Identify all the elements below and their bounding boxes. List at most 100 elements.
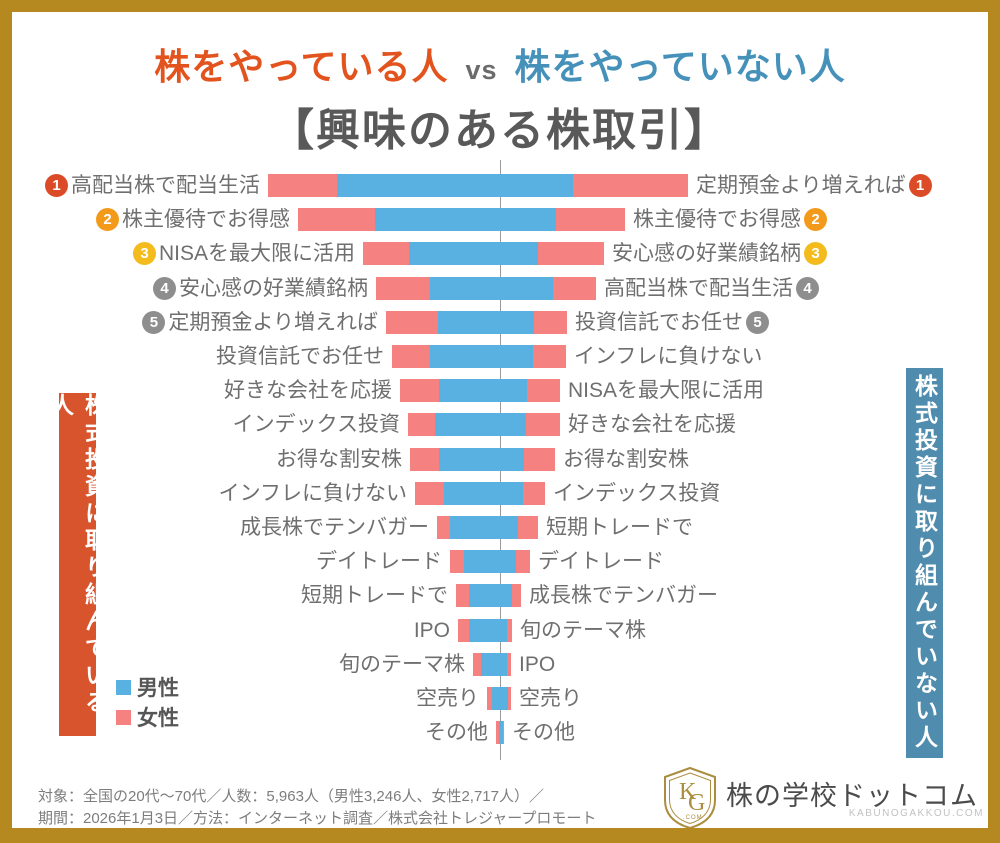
- row-label-investors: 旬のテーマ株: [339, 653, 465, 676]
- row-label-investors: インフレに負けない: [218, 482, 407, 505]
- row-label-non-investors: 高配当株で配当生活 4: [604, 277, 819, 300]
- bar-investors: [487, 687, 500, 710]
- segment-male: [500, 413, 526, 436]
- bar-investors: [376, 277, 500, 300]
- row-label-non-investors: インデックス投資: [553, 482, 721, 505]
- row-label-non-investors: デイトレード: [538, 550, 664, 573]
- segment-male: [500, 345, 533, 368]
- row-label-investors: 好きな会社を応援: [224, 379, 392, 402]
- row-label-non-investors: NISAを最大限に活用: [568, 379, 765, 402]
- legend: 男性 女性: [116, 672, 179, 732]
- legend-male-label: 男性: [137, 677, 179, 700]
- segment-male: [409, 242, 500, 265]
- segment-male: [469, 584, 500, 607]
- legend-item-male: 男性: [116, 672, 179, 702]
- survey-notes: 対象：全国の20代〜70代／人数：5,963人（男性3,246人、女性2,717…: [38, 786, 597, 828]
- legend-item-female: 女性: [116, 702, 179, 732]
- bar-non-investors: [500, 653, 511, 676]
- bar-non-investors: [500, 584, 521, 607]
- segment-female: [437, 516, 450, 539]
- row-label-non-investors: IPO: [519, 653, 556, 676]
- rank-badge-3: 3: [804, 242, 827, 265]
- segment-female: [507, 653, 511, 676]
- segment-female: [524, 448, 555, 471]
- rank-badge-2: 2: [804, 208, 827, 231]
- segment-female: [503, 721, 504, 744]
- bar-non-investors: [500, 345, 566, 368]
- segment-male: [500, 482, 523, 505]
- row-label-non-investors: 安心感の好業績銘柄 3: [612, 242, 827, 265]
- row-label-non-investors: 好きな会社を応援: [568, 413, 736, 436]
- survey-note-line2: 期間：2026年1月3日／方法：インターネット調査／株式会社トレジャープロモート: [38, 810, 597, 827]
- bar-investors: [400, 379, 500, 402]
- segment-female: [534, 311, 567, 334]
- segment-male: [450, 516, 500, 539]
- male-color-swatch: [116, 679, 131, 695]
- bar-non-investors: [500, 277, 596, 300]
- legend-female-label: 女性: [137, 707, 179, 730]
- shield-logo-icon: K G .COM: [664, 766, 716, 828]
- segment-female: [458, 619, 469, 642]
- segment-female: [487, 687, 492, 710]
- segment-male: [500, 448, 524, 471]
- bar-non-investors: [500, 174, 688, 197]
- logo-name: 株の学校ドットコム: [726, 781, 978, 811]
- row-label-investors: 5 定期預金より増えれば: [142, 311, 378, 334]
- segment-female: [518, 516, 538, 539]
- segment-male: [500, 379, 527, 402]
- bar-non-investors: [500, 550, 530, 573]
- row-label-investors: 空売り: [416, 687, 479, 710]
- banner-non-investors: 株式投資に取り組んでいない人: [906, 368, 943, 758]
- rank-badge-5: 5: [746, 311, 769, 334]
- row-label-investors: 4 安心感の好業績銘柄: [153, 277, 368, 300]
- bar-non-investors: [500, 619, 512, 642]
- logo-monogram-com: .COM: [683, 815, 703, 821]
- banner-investors: 株式投資に取り組んでいる人: [48, 393, 108, 736]
- segment-female: [533, 345, 566, 368]
- segment-female: [456, 584, 469, 607]
- page-title: 株をやっている人 vs 株をやっていない人 【興味のある株取引】: [12, 38, 988, 158]
- bar-investors: [408, 413, 500, 436]
- segment-female: [298, 208, 375, 231]
- bar-investors: [496, 721, 500, 744]
- title-vs: vs: [465, 55, 498, 85]
- rank-badge-4: 4: [796, 277, 819, 300]
- bar-non-investors: [500, 311, 567, 334]
- segment-male: [499, 721, 500, 744]
- segment-female: [553, 277, 596, 300]
- segment-male: [464, 550, 500, 573]
- logo-monogram-k: K: [679, 779, 697, 805]
- row-label-investors: 1 高配当株で配当生活: [45, 174, 260, 197]
- logo-monogram-g: G: [688, 790, 705, 816]
- survey-note-line1: 対象：全国の20代〜70代／人数：5,963人（男性3,246人、女性2,717…: [38, 788, 544, 805]
- row-label-investors: デイトレード: [316, 550, 442, 573]
- segment-female: [496, 721, 499, 744]
- bar-non-investors: [500, 516, 538, 539]
- row-label-non-investors: 旬のテーマ株: [520, 619, 646, 642]
- segment-female: [408, 413, 435, 436]
- segment-male: [435, 413, 500, 436]
- bar-investors: [386, 311, 500, 334]
- rank-badge-2: 2: [96, 208, 119, 231]
- rank-badge-4: 4: [153, 277, 176, 300]
- bar-investors: [298, 208, 500, 231]
- segment-female: [450, 550, 464, 573]
- segment-male: [500, 687, 508, 710]
- bar-non-investors: [500, 413, 560, 436]
- title-investors: 株をやっている人: [154, 46, 449, 87]
- bar-investors: [458, 619, 500, 642]
- segment-male: [439, 448, 500, 471]
- row-label-investors: 3 NISAを最大限に活用: [132, 242, 355, 265]
- segment-female: [400, 379, 439, 402]
- row-label-non-investors: お得な割安株: [563, 448, 689, 471]
- segment-male: [469, 619, 500, 642]
- row-label-non-investors: インフレに負けない: [574, 345, 763, 368]
- title-topic: 【興味のある株取引】: [270, 106, 730, 155]
- bar-non-investors: [500, 379, 560, 402]
- segment-female: [523, 482, 545, 505]
- segment-female: [516, 550, 530, 573]
- segment-female: [538, 242, 604, 265]
- row-label-investors: インデックス投資: [232, 413, 400, 436]
- row-label-investors: 投資信託でお任せ: [216, 345, 384, 368]
- row-label-non-investors: 株主優待でお得感 2: [633, 208, 827, 231]
